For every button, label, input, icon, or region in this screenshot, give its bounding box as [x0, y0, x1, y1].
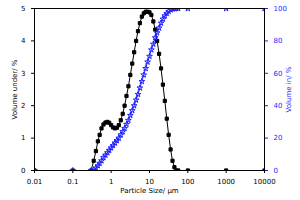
svg-text:100: 100	[274, 5, 287, 13]
svg-text:10000: 10000	[253, 178, 275, 186]
svg-text:2: 2	[21, 102, 25, 110]
svg-text:1: 1	[21, 134, 25, 142]
svg-text:20: 20	[274, 134, 283, 142]
svg-text:0.1: 0.1	[67, 178, 78, 186]
svg-text:1: 1	[109, 178, 113, 186]
svg-text:100: 100	[181, 178, 194, 186]
svg-text:Particle Size/ µm: Particle Size/ µm	[120, 187, 178, 195]
svg-text:80: 80	[274, 37, 283, 45]
svg-text:4: 4	[21, 37, 26, 45]
svg-text:5: 5	[21, 5, 25, 13]
svg-text:0: 0	[274, 167, 278, 175]
svg-text:Volume in/ %: Volume in/ %	[285, 66, 293, 112]
svg-text:40: 40	[274, 102, 283, 110]
svg-text:Volume under/ %: Volume under/ %	[11, 59, 19, 119]
svg-text:3: 3	[21, 70, 25, 78]
svg-text:1000: 1000	[217, 178, 235, 186]
svg-text:60: 60	[274, 70, 283, 78]
svg-text:10: 10	[145, 178, 154, 186]
svg-text:0: 0	[21, 167, 25, 175]
svg-text:0.01: 0.01	[27, 178, 43, 186]
